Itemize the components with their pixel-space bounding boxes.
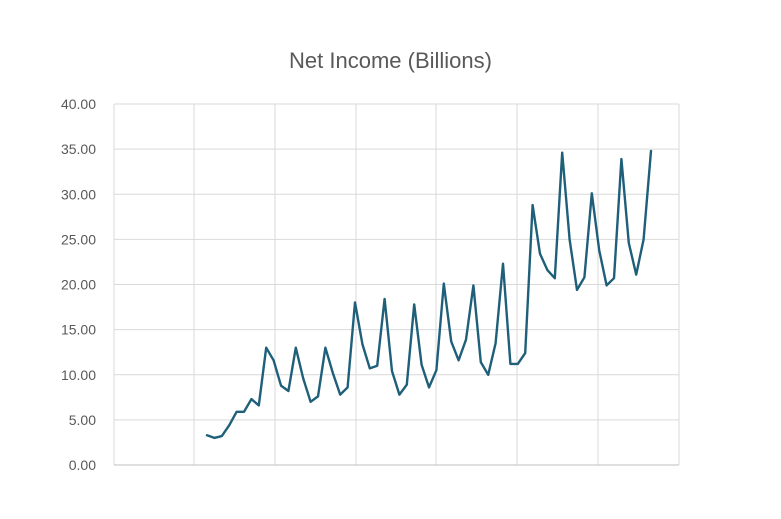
chart-title: Net Income (Billions) — [289, 48, 492, 73]
y-tick-label: 5.00 — [69, 412, 96, 428]
y-tick-label: 15.00 — [61, 322, 96, 338]
gridlines — [113, 103, 680, 466]
y-tick-label: 35.00 — [61, 141, 96, 157]
y-tick-label: 20.00 — [61, 277, 96, 293]
y-tick-label: 40.00 — [61, 96, 96, 112]
y-tick-label: 25.00 — [61, 231, 96, 247]
y-tick-label: 30.00 — [61, 186, 96, 202]
y-axis: 0.00 5.00 10.00 15.00 20.00 25.00 30.00 35.00 40… — [61, 96, 679, 473]
y-tick-label: 10.00 — [61, 367, 96, 383]
series-layer — [205, 149, 653, 440]
y-tick-label: 0.00 — [69, 457, 96, 473]
